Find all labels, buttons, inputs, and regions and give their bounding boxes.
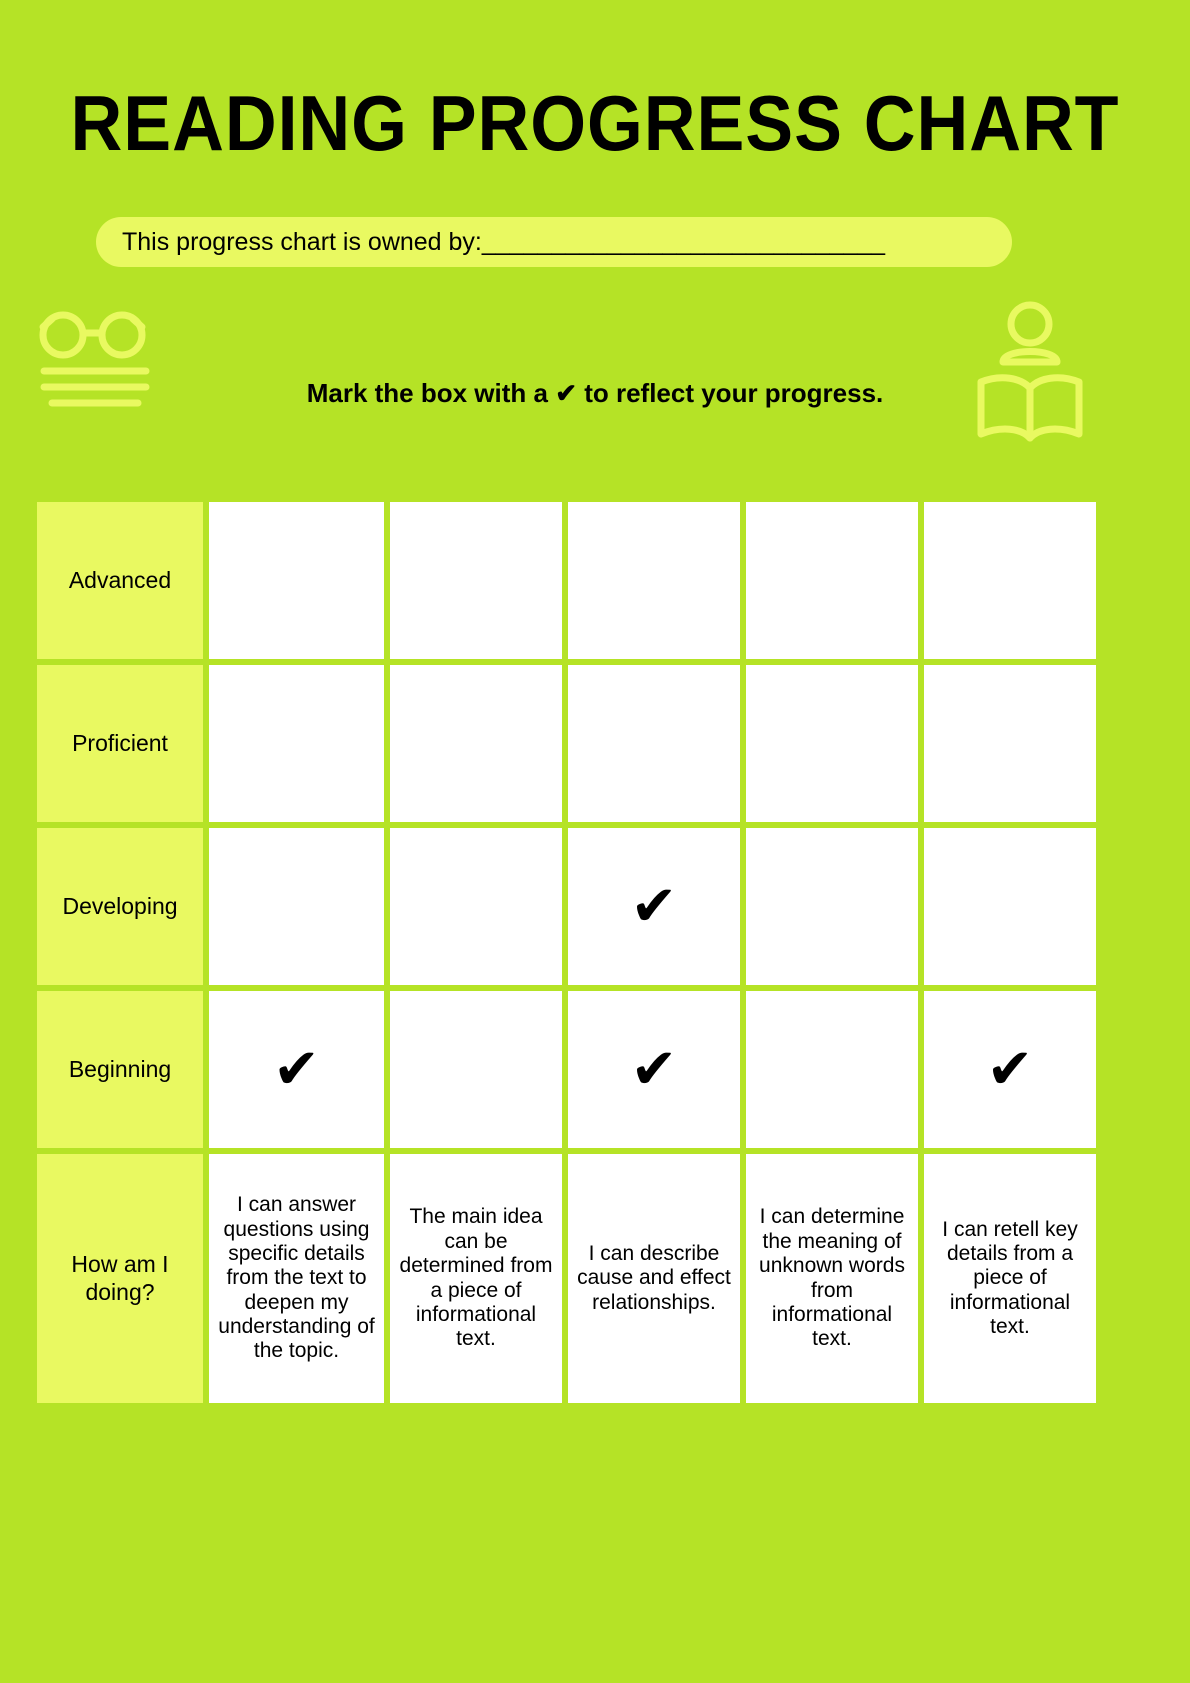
checkbox-cell-proficient-4[interactable] bbox=[924, 665, 1096, 822]
checkbox-cell-proficient-3[interactable] bbox=[746, 665, 918, 822]
checkbox-cell-advanced-3[interactable] bbox=[746, 502, 918, 659]
checkbox-cell-advanced-4[interactable] bbox=[924, 502, 1096, 659]
row-label-developing: Developing bbox=[37, 828, 203, 985]
checkbox-cell-proficient-0[interactable] bbox=[209, 665, 384, 822]
progress-grid: Advanced Proficient Developing ✔ bbox=[37, 502, 1096, 1403]
glasses-books-icon bbox=[30, 305, 160, 425]
checkbox-cell-advanced-1[interactable] bbox=[390, 502, 562, 659]
checkbox-cell-beginning-4[interactable]: ✔ bbox=[924, 991, 1096, 1148]
checkbox-cell-beginning-0[interactable]: ✔ bbox=[209, 991, 384, 1148]
checkbox-cell-developing-0[interactable] bbox=[209, 828, 384, 985]
instruction-text: Mark the box with a ✔ to reflect your pr… bbox=[306, 378, 884, 408]
owner-label: This progress chart is owned by:________… bbox=[122, 227, 886, 256]
checkbox-cell-advanced-2[interactable] bbox=[568, 502, 740, 659]
checkbox-cell-developing-2[interactable]: ✔ bbox=[568, 828, 740, 985]
row-label-how-am-i-doing: How am I doing? bbox=[37, 1154, 203, 1403]
checkbox-cell-beginning-2[interactable]: ✔ bbox=[568, 991, 740, 1148]
skill-description-2: I can describe cause and effect relation… bbox=[568, 1154, 740, 1403]
row-label-advanced: Advanced bbox=[37, 502, 203, 659]
check-icon-developing-2: ✔ bbox=[630, 873, 678, 939]
check-icon-beginning-2: ✔ bbox=[630, 1036, 678, 1102]
checkbox-cell-beginning-1[interactable] bbox=[390, 991, 562, 1148]
checkbox-cell-developing-1[interactable] bbox=[390, 828, 562, 985]
row-label-proficient: Proficient bbox=[37, 665, 203, 822]
page-title: READING PROGRESS CHART bbox=[70, 79, 1120, 167]
owner-field[interactable]: This progress chart is owned by:________… bbox=[96, 217, 1012, 267]
checkbox-cell-proficient-2[interactable] bbox=[568, 665, 740, 822]
checkbox-cell-advanced-0[interactable] bbox=[209, 502, 384, 659]
skill-description-3: I can determine the meaning of unknown w… bbox=[746, 1154, 918, 1403]
skill-description-4: I can retell key details from a piece of… bbox=[924, 1154, 1096, 1403]
check-icon-beginning-4: ✔ bbox=[986, 1036, 1034, 1102]
skill-description-1: The main idea can be determined from a p… bbox=[390, 1154, 562, 1403]
check-icon-beginning-0: ✔ bbox=[273, 1036, 320, 1102]
checkbox-cell-proficient-1[interactable] bbox=[390, 665, 562, 822]
person-reading-icon bbox=[975, 300, 1085, 450]
skill-description-0: I can answer questions using specific de… bbox=[209, 1154, 384, 1403]
row-label-beginning: Beginning bbox=[37, 991, 203, 1148]
checkbox-cell-developing-4[interactable] bbox=[924, 828, 1096, 985]
checkbox-cell-developing-3[interactable] bbox=[746, 828, 918, 985]
checkbox-cell-beginning-3[interactable] bbox=[746, 991, 918, 1148]
